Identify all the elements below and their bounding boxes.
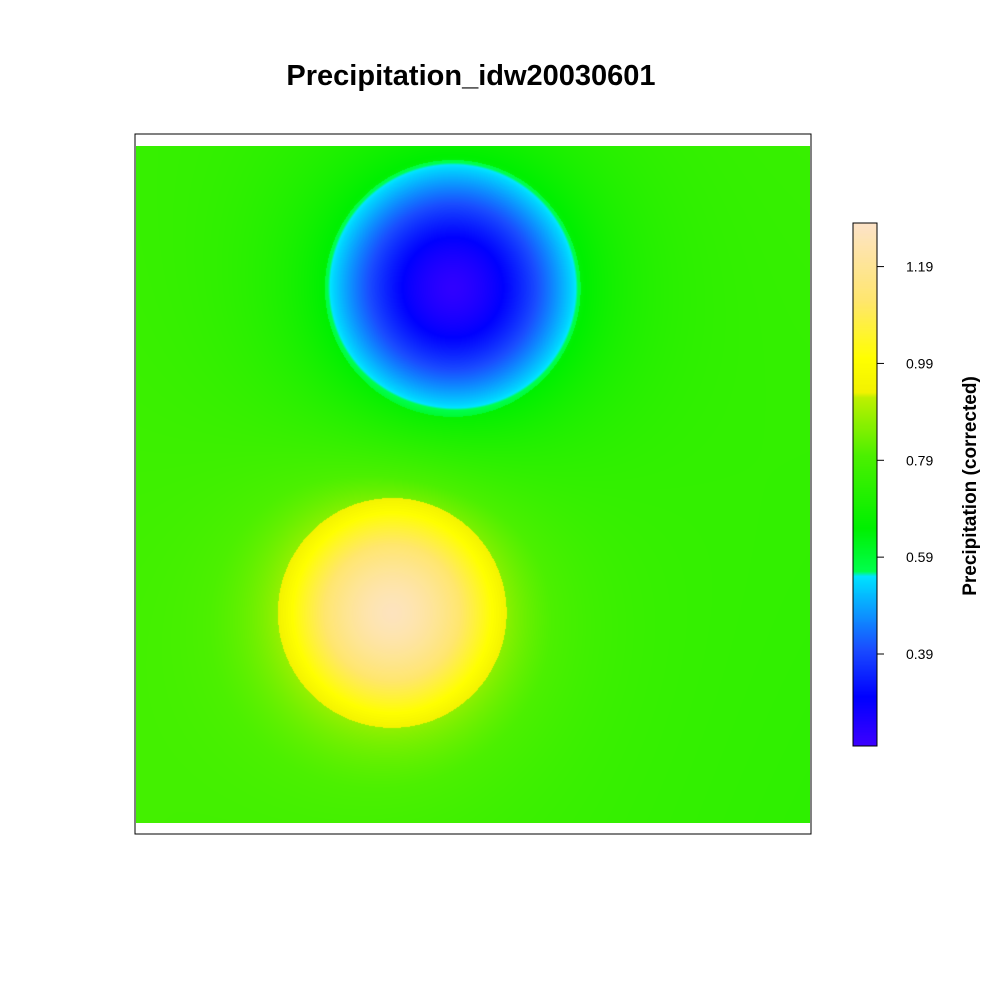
heatmap-raster bbox=[136, 146, 810, 823]
colorbar-ticks: 0.39 0.59 0.79 0.99 1.19 bbox=[877, 259, 933, 662]
colorbar-tick-label: 0.59 bbox=[906, 549, 933, 565]
colorbar-raster bbox=[853, 223, 877, 746]
colorbar-tick-label: 0.39 bbox=[906, 646, 933, 662]
colorbar-tick-label: 0.99 bbox=[906, 355, 933, 371]
colorbar-label: Precipitation (corrected) bbox=[960, 376, 981, 596]
colorbar-tick-label: 0.79 bbox=[906, 452, 933, 468]
colorbar-frame bbox=[852, 222, 878, 747]
chart-title: Precipitation_idw20030601 bbox=[286, 60, 655, 92]
colorbar-tick-label: 1.19 bbox=[906, 259, 933, 275]
